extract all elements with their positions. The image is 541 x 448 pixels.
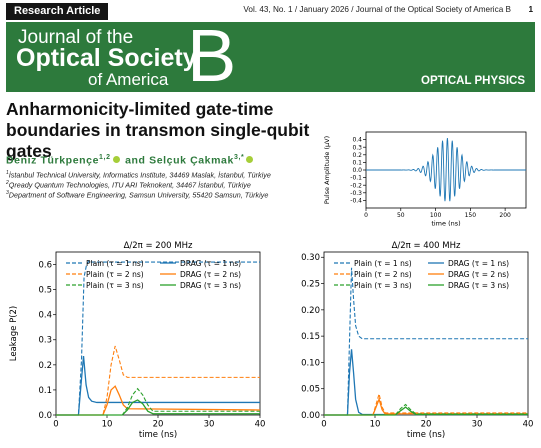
author-name: Deniz Türkpençe xyxy=(6,154,100,167)
plain-series-line xyxy=(324,391,528,416)
y-axis-label: Pulse Amplitude (μV) xyxy=(323,136,331,204)
chart-title: Δ/2π = 400 MHz xyxy=(392,241,461,251)
affiliation-line: 3Department of Software Engineering, Sam… xyxy=(6,190,268,199)
x-axis-label: time (ns) xyxy=(431,220,460,228)
journal-name-line2: Optical Society xyxy=(16,44,197,72)
legend-label: Plain (τ = 2 ns) xyxy=(354,270,412,279)
x-tick-label: 10 xyxy=(102,420,113,430)
journal-name-line3: of America xyxy=(88,70,169,89)
y-tick-label: 0.4 xyxy=(352,137,362,144)
section-label: OPTICAL PHYSICS xyxy=(421,75,525,87)
drag-series-line xyxy=(56,356,260,416)
legend-label: DRAG (τ = 1 ns) xyxy=(448,259,509,268)
x-axis-label: time (ns) xyxy=(139,430,177,440)
y-axis-label: Leakage P(2) xyxy=(9,306,19,362)
x-tick-label: 20 xyxy=(153,420,164,430)
x-axis-label: time (ns) xyxy=(407,430,445,440)
x-tick-label: 10 xyxy=(370,420,381,430)
orcid-icon[interactable] xyxy=(246,155,254,163)
y-tick-label: -0.2 xyxy=(350,182,362,189)
page-number: 1 xyxy=(528,5,533,14)
affiliation-mark: 1 xyxy=(6,170,9,176)
y-tick-label: 0.15 xyxy=(301,332,320,342)
y-tick-label: 0.1 xyxy=(352,160,362,167)
author-affiliation-mark: 3,* xyxy=(233,154,245,161)
legend-label: Plain (τ = 2 ns) xyxy=(86,270,144,279)
x-tick-label: 20 xyxy=(421,420,432,430)
y-tick-label: 0.05 xyxy=(301,385,320,395)
author-list: Deniz Türkpençe1,2 and Selçuk Çakmak3,* xyxy=(6,154,255,167)
affiliation-text: Department of Software Engineering, Sams… xyxy=(8,190,269,200)
affiliation-line: 2Qready Quantum Technologies, ITU ARI Te… xyxy=(6,180,251,189)
y-tick-label: 0.3 xyxy=(352,144,362,151)
leakage-400mhz-chart: 0 10 20 30 40 0.00 0.05 0.10 0.15 0.20 0.25 0.30 tim… xyxy=(301,241,534,440)
x-tick-label: 0 xyxy=(364,212,368,219)
journal-letter-logo: B xyxy=(187,22,237,92)
affiliation-line: 1İstanbul Technical University, Informat… xyxy=(6,170,271,179)
x-tick-label: 0 xyxy=(53,420,58,430)
x-tick-label: 0 xyxy=(321,420,326,430)
author-affiliation-mark: 1,2 xyxy=(99,154,111,161)
drag-series-line xyxy=(324,349,528,416)
y-tick-label: 0.3 xyxy=(38,336,52,346)
chart-title: Δ/2π = 200 MHz xyxy=(124,241,193,251)
drag-series-line xyxy=(324,406,528,416)
y-tick-label: -0.4 xyxy=(350,198,362,205)
y-tick-label: -0.1 xyxy=(350,175,362,182)
y-tick-label: 0.30 xyxy=(301,253,320,263)
author-name: Selçuk Çakmak xyxy=(149,154,234,167)
legend-label: Plain (τ = 3 ns) xyxy=(86,281,144,290)
y-tick-label: 0.2 xyxy=(352,152,362,159)
legend-label: DRAG (τ = 3 ns) xyxy=(180,281,241,290)
y-tick-label: 0.4 xyxy=(38,311,52,321)
drag-series-line xyxy=(324,397,528,416)
x-tick-label: 50 xyxy=(397,212,405,219)
legend-label: DRAG (τ = 1 ns) xyxy=(180,259,241,268)
journal-name-line1: Journal of the xyxy=(18,27,134,48)
x-tick-label: 150 xyxy=(465,212,477,219)
y-tick-label: 0.1 xyxy=(38,386,52,396)
article-type-label: Research Article xyxy=(6,3,109,20)
affiliation-text: Qready Quantum Technologies, ITU ARI Tek… xyxy=(8,180,251,190)
plain-series-line xyxy=(324,403,528,416)
y-tick-label: 0.0 xyxy=(352,167,362,174)
pulse-series-line xyxy=(366,138,526,202)
affiliation-text: İstanbul Technical University, Informati… xyxy=(8,170,271,180)
x-tick-label: 40 xyxy=(255,420,266,430)
y-tick-label: 0.6 xyxy=(38,261,52,271)
x-tick-label: 30 xyxy=(472,420,483,430)
journal-banner: Journal of the Optical Society of Americ… xyxy=(6,22,535,92)
affiliation-mark: 3 xyxy=(6,190,9,196)
y-tick-label: -0.3 xyxy=(350,190,362,197)
leakage-200mhz-chart: 0 10 20 30 40 0.0 0.1 0.2 0.3 0.4 0.5 0.6 time (ns) L… xyxy=(9,241,266,440)
author-connector: and xyxy=(125,154,146,167)
plain-series-line xyxy=(56,345,260,416)
article-title: Anharmonicity-limited gate-time boundari… xyxy=(6,99,310,161)
y-tick-label: 0.20 xyxy=(301,306,320,316)
pulse-amplitude-chart: 0 50 100 150 200 -0.4-0.3-0.2-0.10.00.10.20.3… xyxy=(323,131,527,228)
running-head: Vol. 43, No. 1 / January 2026 / Journal … xyxy=(243,5,511,14)
legend-label: Plain (τ = 1 ns) xyxy=(354,259,412,268)
x-tick-label: 40 xyxy=(523,420,534,430)
affiliation-mark: 2 xyxy=(6,180,9,186)
running-header: Research Article Vol. 43, No. 1 / Januar… xyxy=(0,0,541,22)
legend-label: Plain (τ = 3 ns) xyxy=(354,281,412,290)
x-tick-label: 30 xyxy=(204,420,215,430)
legend-label: DRAG (τ = 3 ns) xyxy=(448,281,509,290)
x-tick-label: 200 xyxy=(499,212,511,219)
y-tick-label: 0.00 xyxy=(301,411,320,421)
y-tick-label: 0.25 xyxy=(301,280,320,290)
y-tick-label: 0.2 xyxy=(38,361,52,371)
y-tick-label: 0.5 xyxy=(38,286,52,296)
legend-label: DRAG (τ = 2 ns) xyxy=(180,270,241,279)
legend-label: DRAG (τ = 2 ns) xyxy=(448,270,509,279)
drag-series-line xyxy=(56,399,260,416)
drag-series-line xyxy=(56,385,261,416)
orcid-icon[interactable] xyxy=(112,155,120,163)
x-tick-label: 100 xyxy=(430,212,442,219)
legend-label: Plain (τ = 1 ns) xyxy=(86,259,144,268)
y-tick-label: 0.10 xyxy=(301,358,320,368)
y-tick-label: 0.0 xyxy=(38,411,52,421)
